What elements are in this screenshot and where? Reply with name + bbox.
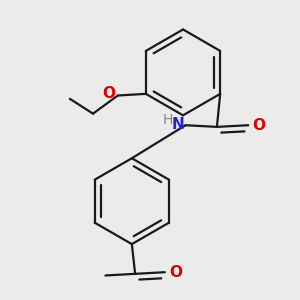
Text: O: O xyxy=(252,118,265,133)
Text: H: H xyxy=(162,113,172,127)
Text: O: O xyxy=(169,265,182,280)
Text: N: N xyxy=(171,117,184,132)
Text: O: O xyxy=(102,86,115,101)
